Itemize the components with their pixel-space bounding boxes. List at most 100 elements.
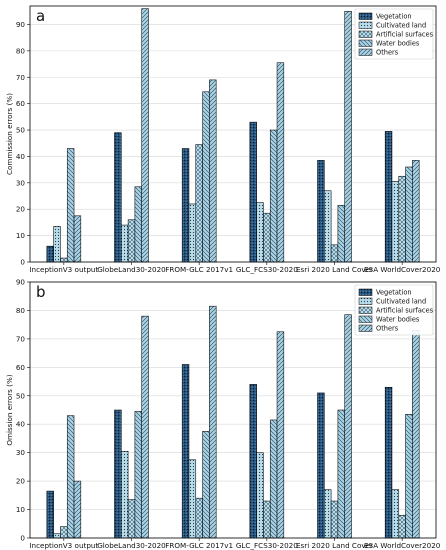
legend-entry: Vegetation [376,13,412,21]
legend-box [354,8,434,60]
bar [141,8,149,263]
legend-swatch [358,48,373,56]
bar [263,500,271,539]
bar [195,497,203,539]
x-tick-label: ESA WorldCover2020 [364,541,441,550]
bar [276,331,285,539]
bar [317,160,325,263]
y-tick-label: 80 [16,306,26,315]
bar [134,411,142,539]
legend-entry: Others [376,49,399,57]
bar [181,364,190,539]
y-axis-label: Commission errors (%) [5,93,14,175]
y-tick-label: 0 [20,258,25,267]
legend-entry: Cultivated land [376,22,426,30]
bar [269,129,278,263]
bar [330,500,339,539]
x-tick-label: GLC_FCS30-2020 [236,265,298,274]
legend-entry: Water bodies [376,40,420,48]
chart-panel-b: 0 10 20 30 40 50 60 70 80 90 InceptionV3 outputGlo… [5,278,441,550]
plot-frame [29,5,437,263]
x-tick-label: InceptionV3 output [29,541,98,550]
bar [127,219,136,263]
y-tick-label: 50 [16,391,26,400]
y-tick-label: 10 [16,231,26,240]
bar [209,79,217,263]
x-tick-label: FROM-GLC 2017v1 [165,541,233,550]
y-tick-label: 20 [16,205,26,214]
legend-entry: Water bodies [376,316,420,324]
x-tick-label: FROM-GLC 2017v1 [165,265,233,274]
bar [73,215,82,263]
bar [46,245,54,263]
bar [181,148,190,263]
bar [121,224,129,263]
bar [66,148,75,263]
legend-swatch [358,297,373,305]
plot-frame [29,281,437,539]
y-tick-label: 40 [16,420,26,429]
bar [324,489,332,539]
bar [344,314,352,539]
legend-entry: Artificial surfaces [376,31,434,39]
legend-swatch [358,288,373,296]
bar [134,186,142,263]
y-tick-label: 70 [16,334,26,343]
y-tick-label: 90 [16,278,26,287]
y-tick-label: 30 [16,178,26,187]
bar [73,480,82,539]
legend-swatch [358,306,373,314]
x-tick-label: Esri 2020 Land Cover [296,541,373,550]
x-tick-label: GLC_FCS30-2020 [236,541,298,550]
bar [269,419,278,539]
y-tick-label: 30 [16,448,26,457]
bar [249,384,257,539]
bar [121,450,129,539]
bar [391,181,400,263]
bar [127,499,136,539]
x-tick-label: ESA WorldCover2020 [364,265,441,274]
x-tick-label: InceptionV3 output [29,265,98,274]
y-tick-label: 50 [16,126,26,135]
x-tick-label: GlobeLand30-2020 [97,541,166,550]
bar [330,244,339,263]
bar [53,533,61,539]
legend-swatch [358,12,373,20]
bar [114,409,122,539]
bar [195,144,203,263]
x-tick-label: Esri 2020 Land Cover [296,265,373,274]
bar [263,212,271,263]
bar [412,330,420,539]
bar [249,121,257,263]
bar [337,409,345,539]
bar [344,11,352,263]
panel-label: b [36,283,46,301]
legend-swatch [358,315,373,323]
bar [114,132,122,263]
bar [60,526,68,539]
bar [256,452,264,539]
legend-box [354,284,434,336]
legend-swatch [358,39,373,47]
x-tick-label: GlobeLand30-2020 [97,265,166,274]
bar [405,166,413,263]
bar [317,392,325,539]
bar [188,459,197,539]
legend-entry: Others [376,325,399,333]
legend-entry: Vegetation [376,289,412,297]
bar [405,413,413,539]
y-tick-label: 90 [16,20,26,29]
bar [384,386,393,539]
legend-swatch [358,21,373,29]
bar [60,257,68,263]
bar [141,315,149,539]
y-tick-label: 60 [16,99,26,108]
bar [46,490,54,539]
y-axis-label: Omission errors (%) [5,374,14,445]
bar [398,514,406,539]
y-tick-label: 20 [16,477,26,486]
bar [276,62,285,263]
